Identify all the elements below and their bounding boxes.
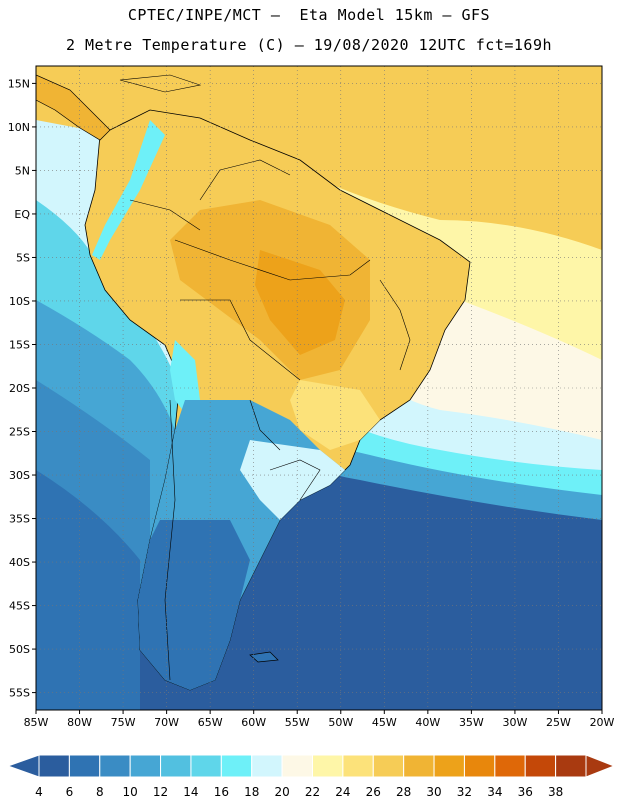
colorbar-label: 10 — [123, 785, 138, 799]
lon-tick-label: 40W — [415, 716, 440, 729]
colorbar-swatch — [463, 754, 496, 778]
colorbar-swatch — [372, 754, 405, 778]
colorbar-label: 22 — [305, 785, 320, 799]
lon-tick-label: 20W — [590, 716, 615, 729]
lat-tick-label: 5N — [15, 164, 30, 177]
colorbar-label: 28 — [396, 785, 411, 799]
lat-tick-label: 40S — [9, 556, 30, 569]
colorbar-low-arrow — [6, 754, 40, 778]
southeast-cool — [240, 440, 345, 520]
colorbar-swatch — [524, 754, 557, 778]
latitude-axis: 15N 10N 5N EQ 5S 10S 15S 20S 25S 30S 35S 40S 45S 50S 5… — [8, 77, 36, 700]
colorbar-label: 26 — [366, 785, 381, 799]
border-uruguay — [269, 459, 321, 501]
colorbar-label: 8 — [96, 785, 104, 799]
colorbar-swatch — [68, 754, 101, 778]
lat-tick-label: 45S — [9, 600, 30, 613]
lon-tick-label: 70W — [154, 716, 179, 729]
colorbar-swatch — [555, 754, 587, 778]
colorbar-swatch — [281, 754, 314, 778]
colorbar-label: 14 — [183, 785, 198, 799]
colorbar-label: 16 — [214, 785, 229, 799]
colorbar-high-arrow — [585, 754, 616, 778]
colorbar-label: 4 — [35, 785, 43, 799]
border-paraguay — [249, 399, 281, 451]
lon-tick-label: 80W — [67, 716, 92, 729]
border-chile-argentina — [164, 399, 176, 681]
country-borders — [129, 159, 411, 681]
colorbar-swatch — [403, 754, 435, 778]
lat-tick-label: 35S — [9, 513, 30, 526]
lat-tick-label: 30S — [9, 469, 30, 482]
temperature-colorbar: 4 6 8 10 12 14 16 18 20 22 24 26 28 30 32 34 36 38 — [6, 754, 616, 799]
lat-tick-label: 15S — [9, 338, 30, 351]
lat-tick-label: 20S — [9, 382, 30, 395]
colorbar-swatch — [129, 754, 162, 778]
colorbar-label: 18 — [244, 785, 259, 799]
border-bolivia — [180, 299, 301, 381]
chart-title-line-1: CPTEC/INPE/MCT – Eta Model 15km – GFS — [127, 6, 491, 24]
colorbar-swatch — [251, 754, 283, 778]
lat-tick-label: EQ — [14, 208, 30, 221]
map-field-layer — [36, 66, 602, 710]
colorbar-label: 30 — [426, 785, 441, 799]
colorbar-label: 12 — [153, 785, 168, 799]
lat-tick-label: 15N — [8, 77, 30, 90]
northern-andes-cold — [92, 120, 165, 260]
colorbar-swatch — [190, 754, 222, 778]
colorbar-label: 6 — [66, 785, 74, 799]
lon-tick-label: 30W — [502, 716, 527, 729]
lon-tick-label: 25W — [546, 716, 571, 729]
falkland-islands — [249, 651, 279, 663]
colorbar-label: 24 — [335, 785, 350, 799]
lat-tick-label: 55S — [9, 687, 30, 700]
pacific-coldest-band — [36, 470, 140, 710]
lat-tick-label: 5S — [16, 251, 30, 264]
lon-tick-label: 85W — [24, 716, 49, 729]
interior-hottest-zone — [255, 250, 345, 355]
colorbar-label: 36 — [518, 785, 533, 799]
central-america-land — [36, 74, 111, 141]
colorbar-label: 32 — [457, 785, 472, 799]
southeast-brazil-mild — [290, 380, 380, 450]
lat-tick-label: 50S — [9, 643, 30, 656]
longitude-axis: 85W 80W 75W 70W 65W 60W 55W 50W 45W 40W 35W 30W 25W 2… — [24, 710, 615, 729]
lon-tick-label: 35W — [459, 716, 484, 729]
colorbar-swatch — [99, 754, 131, 778]
colorbar-swatch — [220, 754, 253, 778]
tropical-atlantic — [36, 66, 602, 250]
colorbar-label: 20 — [274, 785, 289, 799]
colorbar-label: 38 — [548, 785, 563, 799]
colorbar-label: 34 — [487, 785, 502, 799]
border-brazil-states — [379, 279, 411, 371]
lon-tick-label: 60W — [241, 716, 266, 729]
lat-tick-label: 10S — [9, 295, 30, 308]
lon-tick-label: 50W — [328, 716, 353, 729]
colorbar-swatch — [494, 754, 526, 778]
colorbar-swatch — [342, 754, 374, 778]
lon-tick-label: 45W — [372, 716, 397, 729]
lat-tick-label: 10N — [8, 121, 30, 134]
lon-tick-label: 55W — [285, 716, 310, 729]
lat-tick-label: 25S — [9, 426, 30, 439]
lon-tick-label: 65W — [198, 716, 223, 729]
colorbar-swatch — [312, 754, 344, 778]
border-venezuela-colombia — [199, 159, 291, 201]
border-brazil-north — [174, 239, 371, 281]
colorbar-swatch — [160, 754, 192, 778]
colorbar-swatch — [433, 754, 465, 778]
patagonia-cold — [138, 520, 250, 690]
lon-tick-label: 75W — [111, 716, 136, 729]
border-ecuador-peru — [129, 199, 201, 231]
chart-title-line-2: 2 Metre Temperature (C) – 19/08/2020 12U… — [65, 36, 553, 54]
colorbar-swatch — [38, 754, 70, 778]
